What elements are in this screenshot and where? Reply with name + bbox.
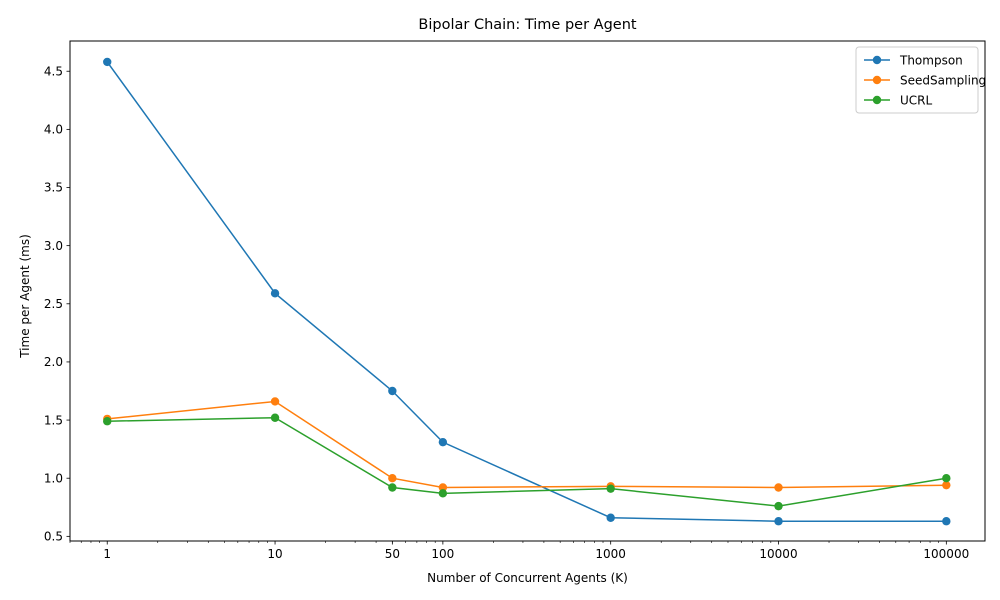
x-tick-label: 1000 [595,547,626,561]
legend-marker [872,75,882,85]
legend-label: UCRL [900,93,933,107]
x-tick-label: 10 [267,547,282,561]
data-point [438,489,448,498]
data-point [270,397,280,406]
x-tick-label: 100 [431,547,454,561]
x-tick-label: 50 [385,547,400,561]
legend-box [855,46,979,114]
legend-label: SeedSampling [900,73,986,87]
series-line [107,400,947,489]
y-tick-label: 3.0 [44,239,63,253]
data-point [606,484,615,493]
series-layer [103,57,951,526]
data-point [774,501,783,511]
data-point [438,437,448,447]
data-point [270,289,280,298]
data-point [388,474,397,483]
x-tick-label: 10000 [759,547,797,561]
data-point [388,483,397,492]
data-point [438,483,448,492]
y-tick-label: 1.5 [44,413,63,427]
series-line [107,416,947,507]
plot-area [69,40,986,542]
data-point [942,480,951,490]
x-axis-label: Number of Concurrent Agents (K) [427,571,628,585]
y-axis-label: Time per Agent (ms) [18,234,32,359]
legend-label: Thompson [899,53,963,67]
data-point [103,417,112,426]
plot-frame [69,40,986,542]
data-point [942,474,951,483]
data-point [606,513,615,522]
y-tick-label: 2.5 [44,297,63,311]
data-point [103,57,112,67]
chart-title: Bipolar Chain: Time per Agent [418,17,636,33]
data-point [774,517,783,526]
data-point [942,517,951,526]
data-point [774,483,783,492]
data-point [270,413,280,422]
x-axis: 1 10 50 100 1000 10000 100000 [69,541,969,561]
x-tick-label: 1 [103,547,111,561]
y-tick-label: 1.0 [44,471,63,485]
y-tick-label: 3.5 [44,181,63,195]
y-tick-label: 4.0 [44,123,63,137]
y-tick-label: 2.0 [44,355,63,369]
y-tick-label: 0.5 [44,530,63,544]
legend: Thompson SeedSampling UCRL [855,46,986,114]
data-point [388,386,397,396]
legend-marker [872,55,882,65]
y-axis: 0.5 1.0 1.5 2.0 2.5 3.0 3.5 4.0 4.5 [44,64,70,544]
legend-marker [872,95,882,105]
y-tick-label: 4.5 [44,64,63,78]
series-line [106,61,947,522]
x-tick-label: 100000 [923,547,969,561]
